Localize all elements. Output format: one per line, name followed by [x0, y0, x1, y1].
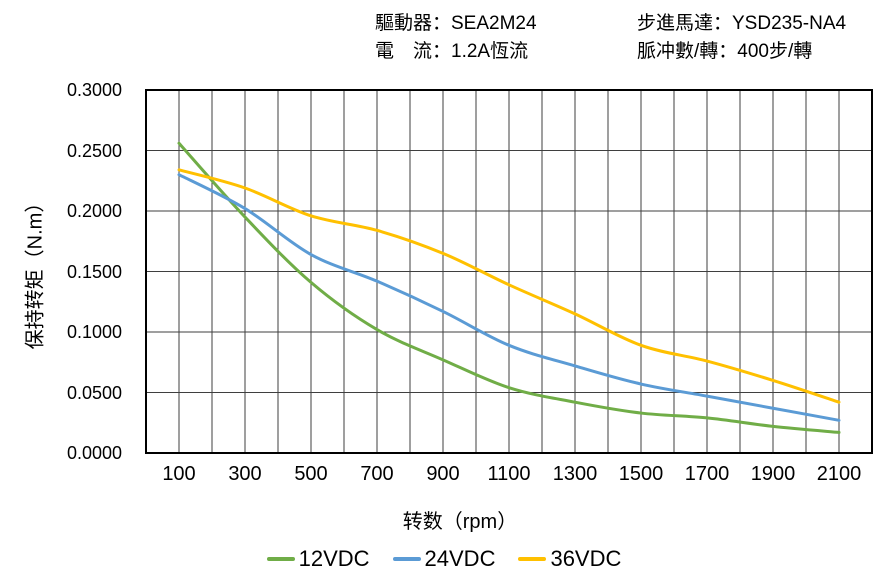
- x-tick-label: 1100: [487, 463, 531, 485]
- x-tick-label: 100: [162, 463, 196, 485]
- x-tick-label: 500: [294, 463, 328, 485]
- x-tick-label: 1300: [552, 463, 598, 485]
- x-axis-title: 转数（rpm）: [402, 511, 518, 533]
- legend-label: 36VDC: [550, 546, 622, 571]
- legend-line-icon: [518, 557, 547, 561]
- x-tick-label: 700: [360, 463, 394, 485]
- x-tick-label: 900: [426, 463, 460, 485]
- y-tick-label: 0.0500: [66, 382, 122, 403]
- y-tick-label: 0.3000: [66, 80, 122, 100]
- x-tick-label: 2100: [816, 463, 862, 485]
- header-column-left: 驅動器：SEA2M24 電 流：1.2A恆流: [375, 10, 537, 66]
- legend-line-icon: [266, 557, 295, 561]
- series-line-12vdc: [177, 141, 841, 434]
- x-tick-label: 1500: [618, 463, 664, 485]
- legend-label: 12VDC: [298, 546, 370, 571]
- y-tick-label: 0.2000: [66, 201, 122, 221]
- header-pulses: 脈冲數/轉：400步/轉: [637, 41, 813, 62]
- header-driver: 驅動器：SEA2M24: [375, 13, 537, 34]
- x-tick-label: 1900: [750, 463, 796, 485]
- series-line-36vdc: [177, 168, 841, 404]
- header-column-right: 步進馬達：YSD235-NA4 脈冲數/轉：400步/轉: [637, 10, 846, 66]
- legend-item-24vdc: 24VDC: [392, 546, 496, 571]
- legend-item-12vdc: 12VDC: [266, 546, 370, 571]
- y-tick-label: 0.0000: [66, 443, 122, 463]
- legend-line-icon: [392, 557, 421, 561]
- series-line-24vdc: [177, 173, 841, 422]
- y-axis-title: 保持转矩（N.m）: [24, 192, 47, 350]
- y-tick-label: 0.1500: [66, 261, 122, 282]
- legend-label: 24VDC: [424, 546, 496, 571]
- x-tick-label: 300: [228, 463, 262, 485]
- header-current: 電 流：1.2A恆流: [375, 41, 529, 62]
- legend-item-36vdc: 36VDC: [518, 548, 621, 570]
- plot-border: [145, 89, 873, 454]
- y-tick-label: 0.1000: [66, 322, 122, 342]
- legend: 12VDC 24VDC 36VDC: [0, 545, 888, 573]
- y-tick-label: 0.2500: [66, 140, 122, 161]
- header-motor: 步進馬達：YSD235-NA4: [637, 13, 847, 34]
- x-tick-label: 1700: [684, 463, 730, 485]
